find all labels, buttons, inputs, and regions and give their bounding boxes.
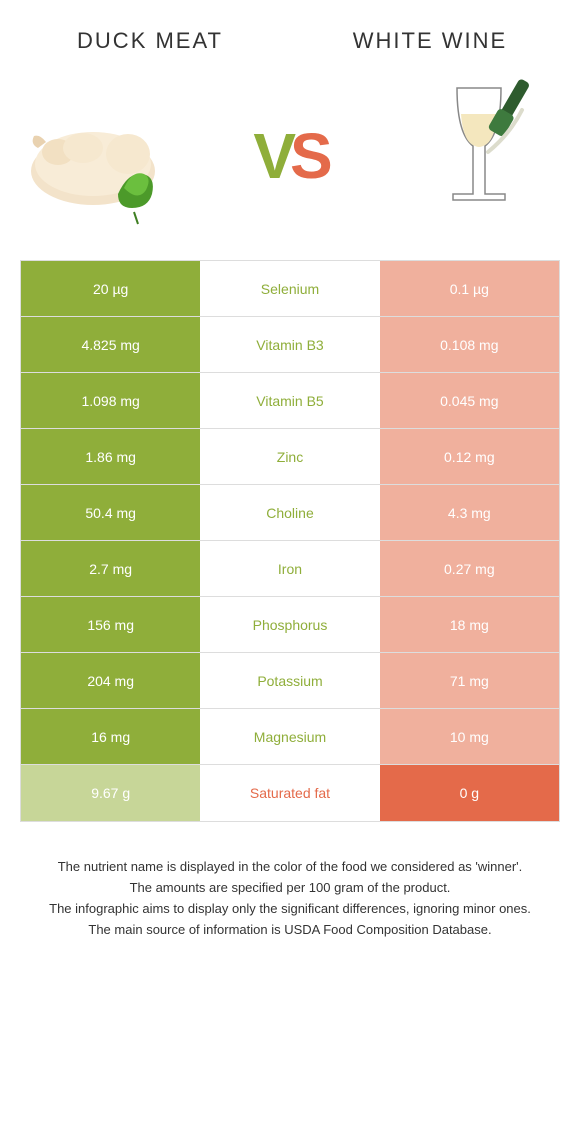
table-row: 50.4 mgCholine4.3 mg [21,485,559,541]
vs-label: VS [253,119,326,193]
nutrient-name-cell: Potassium [200,653,379,708]
nutrition-table: 20 µgSelenium0.1 µg4.825 mgVitamin B30.1… [20,260,560,822]
left-value-cell: 16 mg [21,709,200,764]
vs-s-letter: S [290,120,327,192]
nutrient-name-cell: Phosphorus [200,597,379,652]
table-row: 16 mgMagnesium10 mg [21,709,559,765]
nutrient-name-cell: Selenium [200,261,379,316]
nutrient-name-cell: Vitamin B5 [200,373,379,428]
left-value-cell: 156 mg [21,597,200,652]
nutrient-name-cell: Iron [200,541,379,596]
table-row: 204 mgPotassium71 mg [21,653,559,709]
vs-v-letter: V [253,120,290,192]
nutrient-name-cell: Choline [200,485,379,540]
table-row: 9.67 gSaturated fat0 g [21,765,559,821]
nutrient-name-cell: Saturated fat [200,765,379,821]
right-value-cell: 10 mg [380,709,559,764]
left-value-cell: 50.4 mg [21,485,200,540]
footnote-line: The main source of information is USDA F… [30,921,550,940]
right-value-cell: 0.045 mg [380,373,559,428]
footnote-line: The infographic aims to display only the… [30,900,550,919]
right-value-cell: 4.3 mg [380,485,559,540]
left-value-cell: 1.098 mg [21,373,200,428]
footnote-line: The nutrient name is displayed in the co… [30,858,550,877]
right-value-cell: 0.27 mg [380,541,559,596]
right-value-cell: 0.108 mg [380,317,559,372]
right-value-cell: 18 mg [380,597,559,652]
nutrient-name-cell: Zinc [200,429,379,484]
table-row: 2.7 mgIron0.27 mg [21,541,559,597]
table-row: 20 µgSelenium0.1 µg [21,261,559,317]
table-row: 4.825 mgVitamin B30.108 mg [21,317,559,373]
right-value-cell: 0.12 mg [380,429,559,484]
white-wine-image [402,76,562,236]
right-value-cell: 0.1 µg [380,261,559,316]
table-row: 1.098 mgVitamin B50.045 mg [21,373,559,429]
table-row: 1.86 mgZinc0.12 mg [21,429,559,485]
left-value-cell: 2.7 mg [21,541,200,596]
table-row: 156 mgPhosphorus18 mg [21,597,559,653]
right-value-cell: 0 g [380,765,559,821]
right-food-title: WHITE WINE [290,28,570,54]
left-value-cell: 4.825 mg [21,317,200,372]
left-value-cell: 1.86 mg [21,429,200,484]
left-value-cell: 204 mg [21,653,200,708]
comparison-images-row: VS [0,62,580,260]
nutrient-name-cell: Vitamin B3 [200,317,379,372]
right-value-cell: 71 mg [380,653,559,708]
nutrient-name-cell: Magnesium [200,709,379,764]
header-row: DUCK MEAT WHITE WINE [0,0,580,62]
left-food-title: DUCK MEAT [10,28,290,54]
left-value-cell: 9.67 g [21,765,200,821]
footnote-line: The amounts are specified per 100 gram o… [30,879,550,898]
left-value-cell: 20 µg [21,261,200,316]
footnotes: The nutrient name is displayed in the co… [30,858,550,939]
duck-meat-image [18,76,178,236]
